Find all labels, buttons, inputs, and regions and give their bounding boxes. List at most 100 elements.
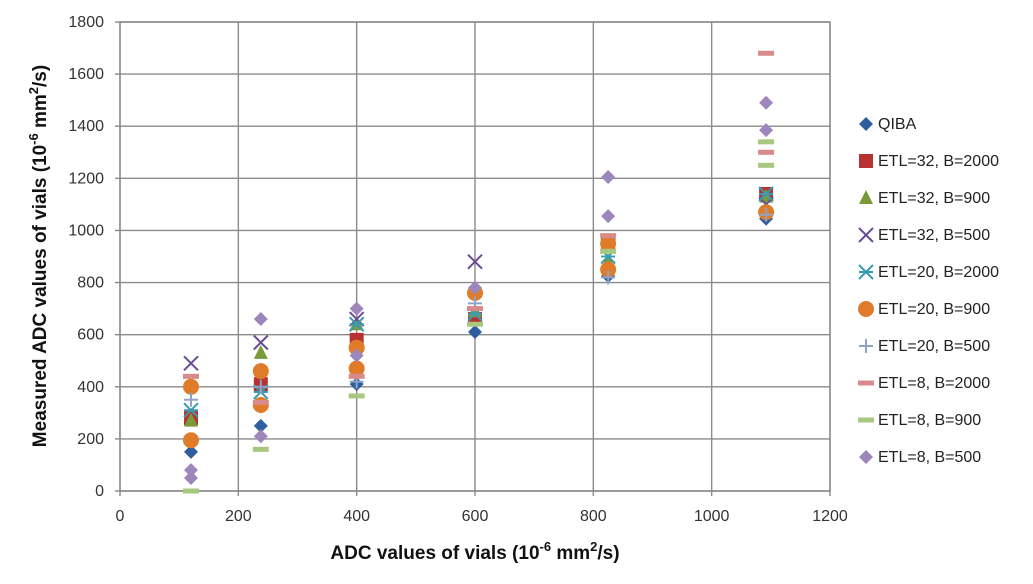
y-tick-label: 1200	[68, 170, 104, 187]
data-point	[348, 360, 365, 377]
data-point	[253, 344, 268, 359]
legend: QIBA ETL=32, B=2000 ETL=32, B=900 ETL=32, B…	[858, 116, 999, 466]
x-tick-label: 800	[580, 508, 607, 525]
data-point	[184, 412, 198, 427]
legend-marker	[858, 264, 874, 280]
data-point	[758, 149, 775, 155]
data-point	[252, 399, 269, 405]
y-tick-label: 1800	[68, 14, 104, 31]
y-axis-ticks: 0 200 400 600 800 1000 1200 1400 1600 1800	[68, 14, 104, 500]
data-point	[252, 446, 269, 452]
legend-marker	[859, 154, 873, 168]
data-point	[184, 470, 198, 485]
legend-label: ETL=20, B=900	[878, 301, 990, 318]
legend-marker	[858, 227, 874, 243]
data-point	[759, 207, 774, 222]
legend-item: ETL=20, B=500	[859, 338, 990, 355]
data-point	[759, 188, 774, 203]
legend-marker	[859, 450, 873, 464]
legend-label: ETL=20, B=2000	[878, 264, 999, 281]
legend-marker	[858, 417, 874, 423]
legend-item: QIBA	[859, 116, 917, 133]
series-3	[183, 196, 774, 372]
legend-marker	[859, 339, 873, 353]
data-point	[184, 392, 198, 407]
legend-marker	[859, 190, 873, 204]
series-6	[184, 207, 774, 407]
legend-item: ETL=20, B=900	[858, 301, 990, 318]
data-point	[467, 321, 483, 327]
data-point	[349, 348, 364, 363]
data-point	[349, 301, 364, 316]
legend-item: ETL=32, B=900	[859, 190, 990, 207]
legend-label: QIBA	[878, 116, 917, 133]
x-axis-ticks: 0 200 400 600 800 1000 1200	[116, 508, 848, 525]
legend-label: ETL=8, B=900	[878, 412, 981, 429]
y-tick-label: 0	[95, 483, 104, 500]
data-point	[348, 373, 365, 379]
series-4	[183, 186, 774, 418]
x-tick-label: 400	[343, 508, 370, 525]
data-point	[600, 248, 617, 254]
data-point	[759, 95, 774, 110]
legend-label: ETL=32, B=2000	[878, 153, 999, 170]
data-point	[758, 50, 775, 56]
x-tick-label: 200	[225, 508, 252, 525]
data-point	[183, 373, 199, 379]
legend-item: ETL=8, B=900	[858, 412, 981, 429]
legend-item: ETL=32, B=2000	[859, 153, 999, 170]
data-point	[183, 355, 199, 372]
series-7	[183, 50, 775, 405]
x-tick-label: 1000	[694, 508, 730, 525]
x-tick-label: 600	[462, 508, 489, 525]
data-point	[468, 280, 482, 295]
data-point	[184, 444, 198, 459]
y-axis-title: Measured ADC values of vials (10-6 mm2/s…	[26, 65, 51, 447]
legend-label: ETL=8, B=500	[878, 449, 981, 466]
legend-item: ETL=20, B=2000	[858, 264, 999, 281]
series-9	[184, 95, 774, 485]
data-point	[252, 363, 269, 380]
plot-border	[119, 21, 831, 492]
legend-label: ETL=32, B=500	[878, 227, 990, 244]
data-point	[601, 270, 616, 285]
data-point	[253, 312, 268, 327]
legend-marker	[858, 301, 874, 317]
legend-item: ETL=8, B=2000	[858, 375, 990, 392]
y-tick-label: 1400	[68, 118, 104, 135]
data-point	[467, 306, 483, 312]
x-tick-label: 1200	[812, 508, 848, 525]
legend-item: ETL=8, B=500	[859, 449, 981, 466]
data-point	[758, 139, 775, 145]
legend-item: ETL=32, B=500	[858, 227, 990, 244]
plot-area	[119, 21, 831, 492]
data-point	[348, 393, 365, 399]
data-point	[759, 123, 774, 138]
y-tick-label: 400	[77, 379, 104, 396]
data-point	[467, 254, 483, 270]
series-8	[183, 139, 775, 494]
data-point	[758, 162, 775, 168]
data-point	[758, 186, 774, 202]
data-point	[600, 261, 617, 278]
x-tick-label: 0	[116, 508, 125, 525]
data-point	[183, 402, 199, 418]
data-point	[183, 432, 199, 449]
legend-marker	[859, 117, 873, 131]
y-tick-label: 1600	[68, 66, 104, 83]
data-point	[183, 378, 199, 395]
data-point	[348, 316, 365, 332]
data-point	[253, 429, 268, 444]
data-point	[601, 170, 616, 185]
data-point	[253, 379, 268, 394]
x-axis-title: ADC values of vials (10-6 mm2/s)	[330, 539, 619, 564]
y-tick-label: 200	[77, 431, 104, 448]
data-point	[184, 463, 198, 478]
data-point	[252, 397, 269, 414]
data-point	[600, 235, 617, 252]
data-point	[468, 325, 482, 340]
data-point	[183, 488, 199, 494]
data-point	[600, 233, 617, 239]
series-1	[184, 186, 774, 426]
